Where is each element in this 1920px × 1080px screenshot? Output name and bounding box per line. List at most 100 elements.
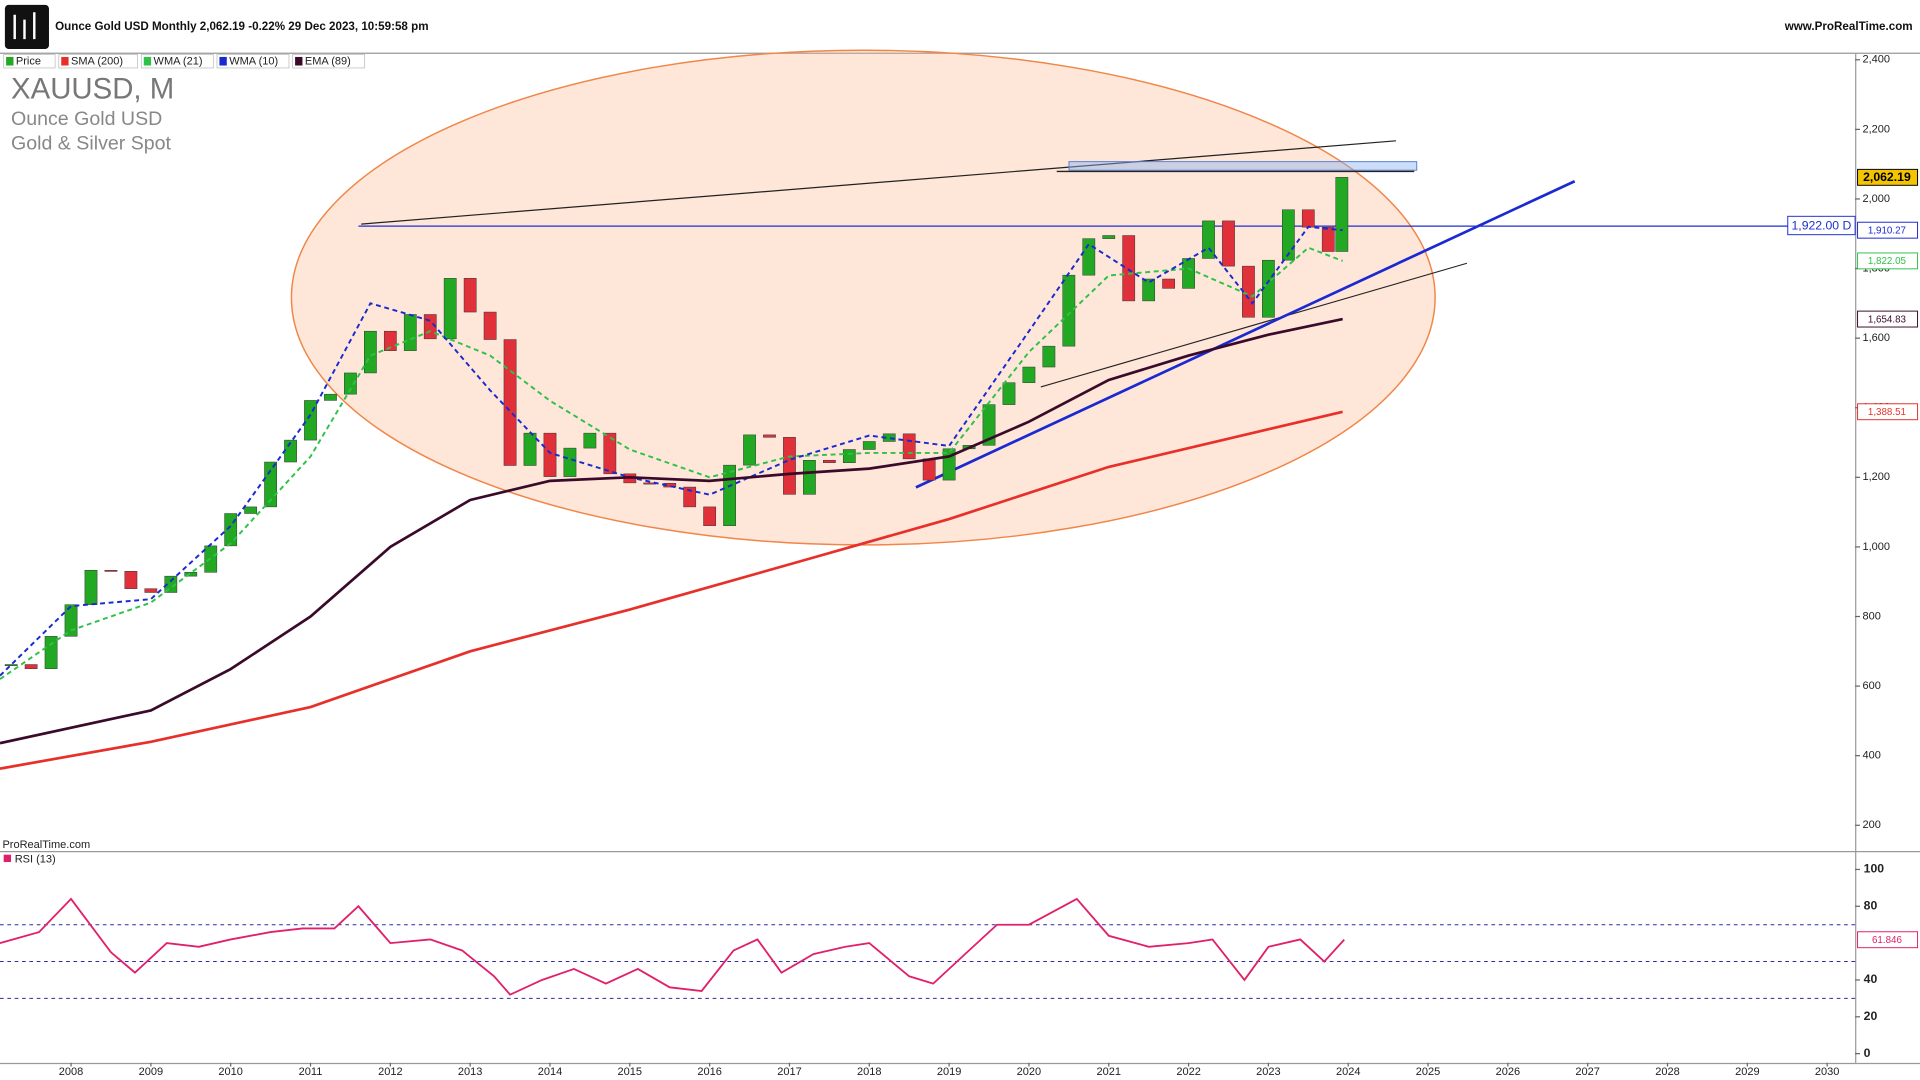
candle <box>1062 274 1076 347</box>
candle <box>703 506 716 526</box>
watermark: ProRealTime.com <box>2 839 90 851</box>
last-value-tag-bg <box>1857 168 1919 186</box>
last-value-tag: 1,822.05 <box>1868 256 1907 267</box>
candle <box>862 441 876 450</box>
candle <box>463 278 477 313</box>
y-tick-label: 2,000 <box>1862 193 1890 205</box>
x-tick-label: 2010 <box>218 1066 243 1078</box>
x-tick-label: 2018 <box>857 1066 882 1078</box>
legend-swatch <box>61 56 69 66</box>
rsi-line <box>0 897 1345 996</box>
resistance-line <box>361 140 1396 225</box>
legend-swatch <box>6 56 14 66</box>
y-tick-label: 2,400 <box>1862 54 1890 66</box>
x-tick-label: 2030 <box>1815 1066 1840 1078</box>
candle <box>842 449 856 463</box>
candle <box>84 569 98 605</box>
x-tick-label: 2014 <box>538 1066 563 1078</box>
legend-swatch <box>143 56 152 66</box>
x-tick-label: 2023 <box>1256 1066 1281 1078</box>
candle <box>1182 258 1195 289</box>
candle <box>783 437 796 495</box>
last-value-tag-bg <box>1857 403 1919 421</box>
candle <box>304 400 317 441</box>
candle <box>104 569 118 572</box>
legend-item-border <box>216 54 290 69</box>
legend-item-border <box>58 54 139 69</box>
app-icon[interactable] <box>4 4 49 49</box>
candle <box>763 434 776 438</box>
indicator-line <box>0 225 1343 677</box>
candle <box>1335 177 1349 252</box>
candle <box>1321 226 1335 252</box>
x-tick-label: 2026 <box>1496 1066 1521 1078</box>
candle <box>1122 235 1136 302</box>
legend-label[interactable]: Price <box>16 56 41 68</box>
x-tick-label: 2021 <box>1096 1066 1121 1078</box>
x-tick-label: 2027 <box>1575 1066 1600 1078</box>
last-value-tag: 1,388.51 <box>1868 407 1906 418</box>
subtitle: Ounce Gold USD <box>11 108 162 130</box>
y-tick-label: 400 <box>1862 750 1880 762</box>
candle <box>4 664 18 666</box>
rsi-legend-swatch <box>3 854 12 863</box>
x-tick-label: 2019 <box>937 1066 962 1078</box>
legend-label[interactable]: WMA (21) <box>154 56 203 68</box>
candle <box>1281 209 1295 261</box>
y-tick-label: 100 <box>1864 862 1885 876</box>
x-tick-label: 2025 <box>1416 1066 1441 1078</box>
candle <box>244 506 258 514</box>
x-tick-label: 2020 <box>1017 1066 1042 1078</box>
last-value-tag: 2,062.19 <box>1863 170 1911 184</box>
candle <box>64 604 78 637</box>
y-tick-label: 800 <box>1862 610 1880 622</box>
app-icon-glyph <box>13 12 36 40</box>
candle <box>443 278 457 340</box>
x-tick-label: 2009 <box>139 1066 164 1078</box>
y-tick-label: 600 <box>1862 680 1880 692</box>
x-tick-label: 2016 <box>697 1066 722 1078</box>
legend-label[interactable]: SMA (200) <box>71 56 123 68</box>
x-tick-label: 2022 <box>1176 1066 1201 1078</box>
candle <box>383 330 397 351</box>
header-site[interactable]: www.ProRealTime.com <box>1784 20 1913 33</box>
candle <box>44 636 58 669</box>
legend-label[interactable]: WMA (10) <box>229 56 278 68</box>
y-tick-label: 200 <box>1862 819 1880 831</box>
last-value-tag: 1,910.27 <box>1868 225 1906 236</box>
indicator-line <box>0 410 1343 770</box>
y-tick-label: 1,000 <box>1862 541 1890 553</box>
candle <box>403 314 417 351</box>
subtitle: Gold & Silver Spot <box>11 133 172 155</box>
candle <box>1082 238 1096 276</box>
legend-item-border <box>292 54 366 69</box>
candle <box>24 664 38 669</box>
candle <box>1002 382 1016 405</box>
candle <box>184 572 198 577</box>
candle <box>743 434 756 466</box>
x-tick-label: 2012 <box>378 1066 403 1078</box>
y-tick-label: 1,600 <box>1862 332 1890 344</box>
last-value-tag: 1,654.83 <box>1868 314 1907 325</box>
channel-line <box>1040 262 1468 388</box>
indicator-line <box>0 317 1343 745</box>
x-tick-label: 2008 <box>59 1066 84 1078</box>
candle <box>902 433 916 460</box>
candle <box>523 432 537 466</box>
last-value-tag-bg <box>1857 931 1919 949</box>
zone-box <box>1068 161 1418 171</box>
legend-label[interactable]: EMA (89) <box>305 56 351 68</box>
rsi-title[interactable]: RSI (13) <box>15 853 56 865</box>
last-value-tag-bg <box>1857 252 1919 270</box>
highlight-ellipse <box>290 49 1436 546</box>
x-tick-label: 2017 <box>777 1066 802 1078</box>
legend-item-border <box>3 54 56 69</box>
symbol: XAUUSD, M <box>11 72 174 105</box>
header-title: Ounce Gold USD Monthly 2,062.19 -0.22% 2… <box>55 20 428 33</box>
x-tick-label: 2013 <box>458 1066 483 1078</box>
candle <box>922 458 936 481</box>
y-tick-label: 0 <box>1864 1046 1871 1060</box>
y-tick-label: 80 <box>1864 899 1878 913</box>
